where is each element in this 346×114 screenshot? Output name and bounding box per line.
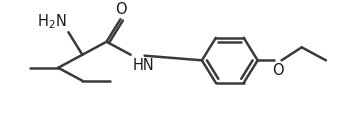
Text: HN: HN (133, 57, 154, 72)
Text: O: O (272, 63, 283, 78)
Text: H$_2$N: H$_2$N (37, 13, 66, 31)
Text: O: O (115, 2, 126, 17)
